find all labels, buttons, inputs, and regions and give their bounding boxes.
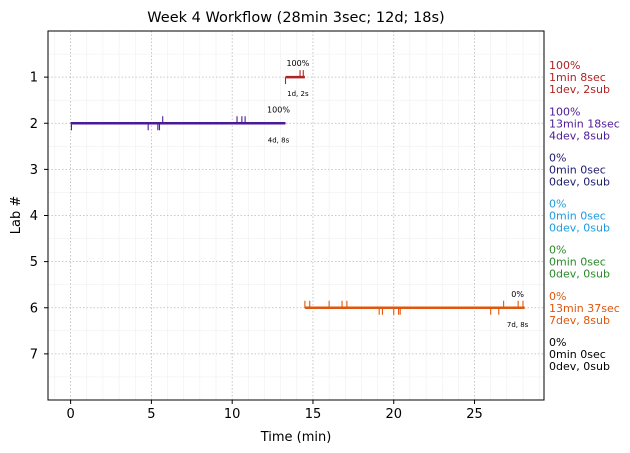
y-tick-label: 3 — [30, 163, 38, 178]
lab-2-count-label: 4d, 8s — [268, 136, 290, 144]
lab-6-count-label: 7d, 8s — [507, 321, 529, 329]
y-tick-label: 1 — [30, 71, 38, 86]
lab-6-summary-line: 0% — [549, 290, 566, 303]
lab-1-summary-line: 1min 8sec — [549, 71, 606, 84]
lab-1-count-label: 1d, 2s — [287, 90, 309, 98]
lab-2-summary-line: 4dev, 8sub — [549, 129, 610, 142]
lab-1-percent-label: 100% — [286, 59, 309, 68]
lab-1-summary-line: 100% — [549, 59, 580, 72]
x-axis-label: Time (min) — [260, 430, 332, 445]
lab-4-summary-line: 0dev, 0sub — [549, 222, 610, 235]
lab-6-summary-line: 13min 37sec — [549, 302, 620, 315]
axis-layer: 0 5 10 15 20 25 1 2 3 4 5 6 7 — [30, 71, 483, 422]
x-tick-label: 10 — [224, 407, 241, 422]
lab-7-summary-line: 0min 0sec — [549, 348, 606, 361]
lab-4-summary-line: 0min 0sec — [549, 210, 606, 223]
chart-title: Week 4 Workflow (28min 3sec; 12d; 18s) — [147, 10, 444, 26]
grid-layer — [48, 31, 544, 400]
y-tick-label: 7 — [30, 347, 38, 362]
lab-5-summary-line: 0% — [549, 244, 566, 257]
lab-7-summary-line: 0% — [549, 336, 566, 349]
lab-5-summary-line: 0min 0sec — [549, 256, 606, 269]
lab-7-summary-line: 0dev, 0sub — [549, 360, 610, 373]
lab-2-summary-line: 100% — [549, 105, 580, 118]
x-tick-label: 0 — [66, 407, 74, 422]
lab-5-summary-line: 0dev, 0sub — [549, 268, 610, 281]
y-tick-label: 5 — [30, 255, 38, 270]
lab-1-track: 100% 1d, 2s — [284, 59, 310, 98]
y-axis-label: Lab # — [9, 196, 24, 235]
lab-6-percent-label: 0% — [511, 290, 524, 299]
lab-2-percent-label: 100% — [267, 105, 290, 114]
x-tick-label: 15 — [305, 407, 322, 422]
x-tick-label: 20 — [385, 407, 402, 422]
lab-6-track: 0% 7d, 8s — [304, 290, 529, 329]
lab-3-summary-line: 0% — [549, 151, 566, 164]
y-tick-label: 2 — [30, 117, 38, 132]
lab-3-summary-line: 0min 0sec — [549, 163, 606, 176]
x-tick-label: 5 — [147, 407, 155, 422]
lab-3-summary-line: 0dev, 0sub — [549, 175, 610, 188]
lab-1-summary-line: 1dev, 2sub — [549, 83, 610, 96]
lab-6-summary-line: 7dev, 8sub — [549, 314, 610, 327]
marks-layer: 100% 1d, 2s 100% 4d, 8s 0% 7d, 8s — [70, 59, 529, 329]
y-tick-label: 4 — [30, 209, 38, 224]
lab-2-track: 100% 4d, 8s — [70, 105, 290, 144]
x-tick-label: 25 — [466, 407, 483, 422]
y-tick-label: 6 — [30, 301, 38, 316]
lab-2-summary-line: 13min 18sec — [549, 117, 620, 130]
lab-4-summary-line: 0% — [549, 198, 566, 211]
